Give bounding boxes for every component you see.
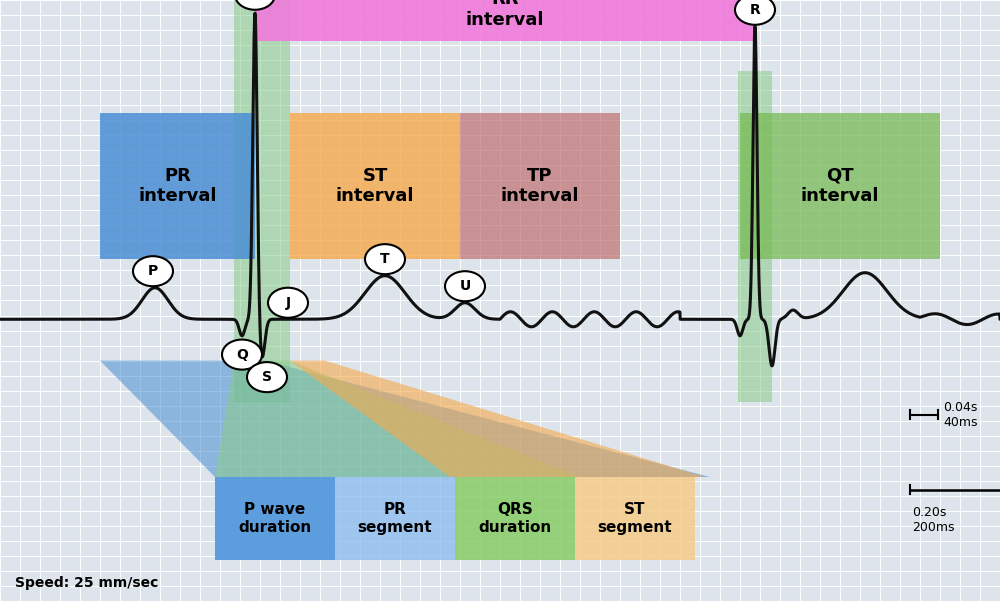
Bar [738, 72, 772, 402]
Text: U: U [459, 279, 471, 293]
Text: P wave
duration: P wave duration [238, 502, 312, 534]
Bar [455, 477, 575, 560]
Text: TP
interval: TP interval [501, 166, 579, 206]
Text: QT
interval: QT interval [801, 166, 879, 206]
Text: T: T [380, 252, 390, 266]
Text: R: R [250, 0, 260, 2]
Circle shape [133, 256, 173, 286]
Text: ST
segment: ST segment [598, 502, 672, 534]
Circle shape [222, 340, 262, 370]
Text: PR
interval: PR interval [138, 166, 217, 206]
Bar [575, 477, 695, 560]
Text: 0.20s
200ms: 0.20s 200ms [912, 506, 954, 534]
Polygon shape [100, 361, 710, 477]
Circle shape [235, 0, 275, 10]
Text: Q: Q [236, 347, 248, 362]
Text: R: R [750, 3, 760, 17]
Polygon shape [290, 361, 705, 477]
Circle shape [247, 362, 287, 392]
Polygon shape [215, 361, 580, 477]
Text: P: P [148, 264, 158, 278]
Bar [335, 477, 455, 560]
Bar [460, 113, 620, 259]
Text: QRS
duration: QRS duration [478, 502, 552, 534]
Bar [234, 0, 290, 402]
Bar [100, 113, 255, 259]
Text: Speed: 25 mm/sec: Speed: 25 mm/sec [15, 576, 158, 590]
Bar [290, 113, 460, 259]
Text: S: S [262, 370, 272, 384]
Circle shape [268, 288, 308, 318]
Text: RR
interval: RR interval [466, 0, 544, 29]
Circle shape [445, 271, 485, 301]
Text: PR
segment: PR segment [358, 502, 432, 534]
Text: ST
interval: ST interval [336, 166, 414, 206]
Bar [740, 113, 940, 259]
Text: 0.04s
40ms: 0.04s 40ms [943, 401, 978, 429]
Circle shape [735, 0, 775, 25]
Circle shape [365, 244, 405, 274]
Text: J: J [285, 296, 291, 310]
Bar [255, 0, 755, 41]
Bar [215, 477, 335, 560]
